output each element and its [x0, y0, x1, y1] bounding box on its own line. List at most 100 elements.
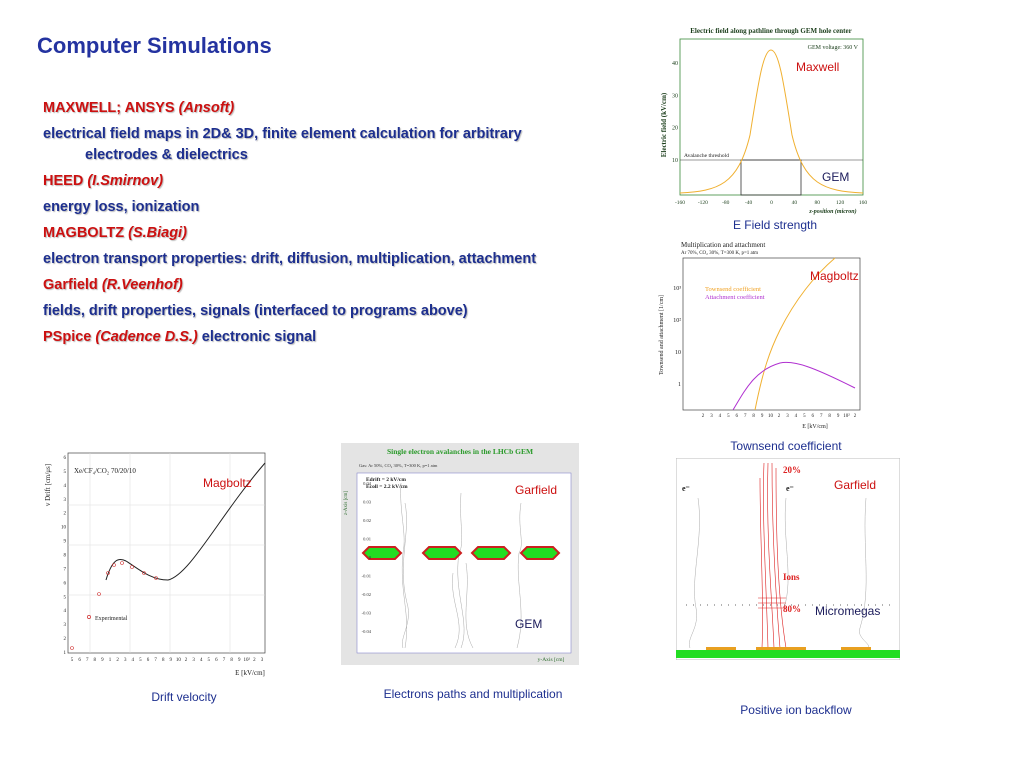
x-tick-label: 4: [795, 414, 798, 419]
x-tick-label: 10²: [244, 657, 251, 663]
x-tick-label: 8: [828, 414, 831, 419]
tool-name: HEED: [43, 173, 84, 189]
plot-title: Electric field along pathline through GE…: [690, 27, 851, 35]
bullet-item: electron transport properties: drift, di…: [43, 249, 543, 270]
x-tick-label: 9: [101, 658, 104, 663]
y-tick-label: 5: [64, 470, 67, 475]
tool-name: PSpice: [43, 329, 92, 345]
y-tick-label: 5: [64, 595, 67, 600]
x-tick-label: 4: [132, 658, 135, 663]
x-tick-label: 9: [837, 414, 840, 419]
plot-subtitle: Ar 70%, CO₂ 30%, T=300 K, p=1 atm: [681, 251, 758, 256]
overlay-label: Maxwell: [796, 60, 840, 74]
overlay-label: Magboltz: [810, 269, 859, 283]
x-tick-label: 5: [803, 414, 806, 419]
x-tick-label: 9: [170, 658, 173, 663]
tool-author: (R.Veenhof): [101, 277, 183, 293]
x-tick-label: 3: [786, 414, 789, 419]
overlay-label: Micromegas: [815, 604, 881, 618]
x-tick-label: 2: [854, 414, 857, 419]
x-tick-label: 5: [139, 658, 142, 663]
drift-velocity-plot: Xe/CF₄/CO₂ 70/20/10 v Drift [cm/μs] E [k…: [40, 445, 275, 680]
x-tick-label: -160: [675, 200, 685, 206]
x-tick-label: 10: [176, 658, 182, 663]
x-tick-label: 5: [208, 658, 211, 663]
y-tick-label: 10: [672, 158, 678, 164]
x-tick-label: 3: [261, 658, 264, 663]
overlay-label: GEM: [822, 170, 850, 184]
legend-entry: Townsend coefficient: [705, 286, 761, 293]
fraction-label: 20%: [783, 465, 801, 475]
tool-author: (Ansoft): [178, 100, 235, 116]
bullet-item: MAGBOLTZ (S.Biagi): [43, 223, 543, 244]
y-tick-label: 2: [64, 512, 67, 517]
bullet-item: PSpice (Cadence D.S.) electronic signal: [43, 327, 543, 348]
x-tick-label: 8: [162, 658, 165, 663]
x-tick-label: 6: [736, 414, 739, 419]
figure-caption: E Field strength: [732, 218, 818, 232]
y-tick-label: 20: [672, 126, 678, 132]
bullet-item: MAXWELL; ANSYS (Ansoft): [43, 98, 543, 119]
x-tick-label: 2: [116, 658, 119, 663]
x-tick-label: -120: [698, 200, 708, 206]
tool-author: (I.Smirnov): [87, 173, 164, 189]
plot-title: Single electron avalanches in the LHCb G…: [387, 447, 533, 456]
x-tick-label: 10²: [843, 413, 850, 419]
tool-author: (S.Biagi): [128, 225, 187, 241]
micromegas-plot: 20% Ions 80% e⁻ e⁻: [676, 458, 900, 660]
x-axis-label: E [kV/cm]: [802, 424, 828, 430]
y-tick-label: 0.02: [363, 518, 371, 523]
y-tick-label: 3: [64, 623, 67, 628]
x-tick-label: 0: [770, 200, 773, 206]
slide-title: Computer Simulations: [37, 33, 272, 58]
electron-label: e⁻: [682, 484, 690, 493]
tool-name: MAGBOLTZ: [43, 225, 125, 241]
threshold-label: Avalanche threshold: [684, 153, 729, 159]
y-tick-label: 0: [369, 555, 372, 560]
y-tick-label: 6: [64, 456, 67, 461]
x-tick-label: 6: [147, 658, 150, 663]
y-axis-label: Electric field (kV/cm): [660, 92, 668, 157]
y-tick-label: 4: [64, 484, 67, 489]
x-tick-label: 5: [71, 658, 74, 663]
x-tick-label: -80: [722, 200, 730, 206]
y-tick-label: 1: [678, 382, 681, 388]
y-tick-label: -0.04: [362, 629, 372, 634]
x-tick-label: 7: [86, 658, 89, 663]
x-tick-label: 4: [200, 658, 203, 663]
x-tick-label: 10: [768, 414, 774, 419]
figure-caption: Drift velocity: [151, 690, 217, 704]
overlay-label: Garfield: [834, 478, 877, 492]
x-tick-label: 3: [710, 414, 713, 419]
ions-label: Ions: [783, 572, 800, 582]
y-tick-label: 0.04: [363, 481, 372, 486]
x-tick-label: 7: [154, 658, 157, 663]
y-tick-label: 3: [64, 498, 67, 503]
tool-author: (Cadence D.S.): [95, 329, 198, 345]
y-axis-label: v Drift [cm/μs]: [44, 464, 52, 506]
field-label: Edrift = 2 kV/cm: [366, 477, 406, 483]
x-axis-label: y-Axis [cm]: [538, 657, 565, 663]
gas-label: Gas: Ar 50%, CO₂ 30%, T=300 K, p=1 atm: [359, 463, 438, 469]
bullet-item: fields, drift properties, signals (inter…: [43, 301, 543, 322]
x-axis-label: E [kV/cm]: [235, 669, 265, 677]
y-tick-label: 30: [672, 93, 678, 99]
x-tick-label: 5: [727, 414, 730, 419]
x-tick-label: 1: [109, 658, 112, 663]
figure-caption: Townsend coefficient: [730, 439, 842, 453]
y-tick-label: 7: [64, 567, 67, 572]
y-tick-label: 2: [64, 637, 67, 642]
figure-caption: Electrons paths and multiplication: [383, 687, 563, 701]
x-tick-label: 2: [253, 658, 256, 663]
plot-title: Multiplication and attachment: [681, 241, 765, 249]
x-tick-label: 8: [94, 658, 97, 663]
bullet-item: HEED (I.Smirnov): [43, 171, 543, 192]
bullet-text: energy loss, ionization: [43, 199, 200, 215]
x-tick-label: 8: [752, 414, 755, 419]
x-tick-label: 2: [702, 414, 705, 419]
gas-label: Xe/CF₄/CO₂ 70/20/10: [74, 467, 136, 475]
y-tick-label: 6: [64, 581, 67, 586]
figure-caption: Positive ion backflow: [740, 703, 852, 717]
y-tick-label: -0.02: [362, 592, 371, 597]
